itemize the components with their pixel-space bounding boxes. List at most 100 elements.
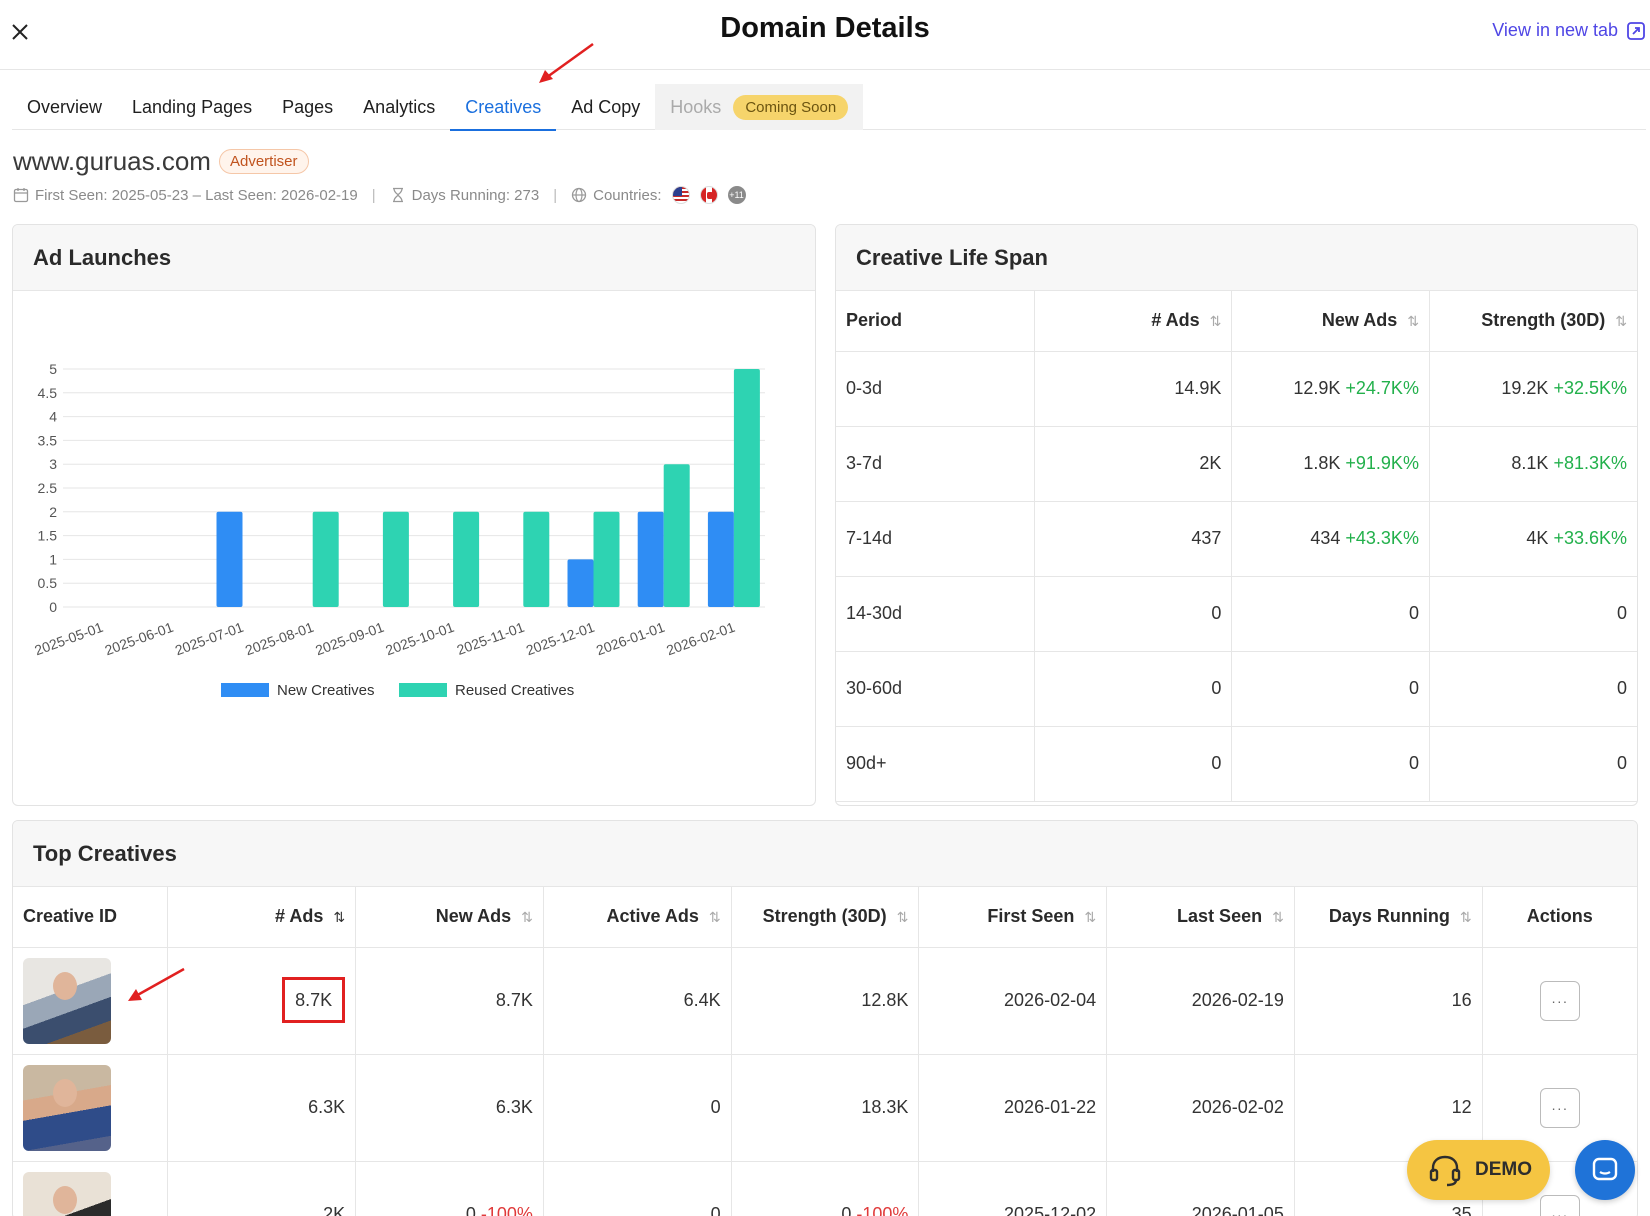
x-tick-label: 2025-10-01 bbox=[383, 619, 456, 659]
sort-icon[interactable]: ⇅ bbox=[521, 909, 533, 925]
creative-thumbnail[interactable] bbox=[23, 1171, 111, 1216]
table-row[interactable]: 6.3K 6.3K 0 18.3K 2026-01-22 2026-02-02 12 ··· bbox=[13, 1054, 1637, 1162]
ads-cell: 8.7K bbox=[167, 947, 357, 1055]
sort-icon[interactable]: ⇅ bbox=[1407, 313, 1419, 329]
more-actions-button[interactable]: ··· bbox=[1539, 980, 1580, 1021]
tab-creatives[interactable]: Creatives bbox=[450, 84, 557, 131]
table-row: 3-7d 2K 1.8K +91.9K% 8.1K +81.3K% bbox=[836, 426, 1637, 502]
sort-icon[interactable]: ⇅ bbox=[1272, 909, 1284, 925]
tab-analytics[interactable]: Analytics bbox=[363, 96, 436, 117]
sort-icon[interactable]: ⇅ bbox=[1209, 313, 1222, 329]
top-creatives-table: Creative ID # Ads ⇅ New Ads ⇅ Active Ads ⇅ … bbox=[13, 887, 1637, 1216]
period-cell: 14-30d bbox=[836, 576, 1035, 652]
new-ads-cell: 6.3K bbox=[355, 1054, 544, 1162]
more-countries-badge[interactable]: +11 bbox=[727, 186, 746, 204]
y-tick-label: 4.5 bbox=[38, 385, 58, 401]
legend-label: New Creatives bbox=[277, 682, 375, 699]
tab-pages[interactable]: Pages bbox=[282, 96, 334, 117]
bar-reused-creatives bbox=[523, 511, 550, 607]
sort-icon[interactable]: ⇅ bbox=[1084, 909, 1097, 925]
col-new-ads[interactable]: New Ads ⇅ bbox=[1231, 291, 1430, 352]
strength-cell: 0 bbox=[1429, 726, 1637, 802]
bar-reused-creatives bbox=[733, 369, 760, 607]
col-days-running[interactable]: Days Running ⇅ bbox=[1294, 887, 1483, 948]
creative-thumbnail[interactable] bbox=[23, 957, 111, 1044]
ad-launches-title: Ad Launches bbox=[13, 225, 815, 291]
col-strength[interactable]: Strength (30D) ⇅ bbox=[731, 887, 920, 948]
view-in-new-tab-label: View in new tab bbox=[1492, 20, 1618, 40]
ads-cell: 437 bbox=[1034, 501, 1233, 577]
hourglass-icon bbox=[392, 187, 403, 203]
more-actions-button[interactable]: ··· bbox=[1539, 1087, 1580, 1128]
new-ads-cell: 12.9K +24.7K% bbox=[1231, 351, 1430, 427]
sort-icon[interactable]: ⇅ bbox=[708, 909, 721, 925]
ads-cell: 2K bbox=[167, 1161, 357, 1216]
tab-hooks[interactable]: Hooks Coming Soon bbox=[655, 84, 864, 130]
active-ads-cell: 6.4K bbox=[543, 947, 732, 1055]
bar-new-creatives bbox=[637, 511, 664, 607]
chat-icon bbox=[1592, 1157, 1618, 1181]
coming-soon-badge: Coming Soon bbox=[733, 94, 849, 120]
strength-cell: 0 -100% bbox=[731, 1161, 920, 1216]
close-icon[interactable] bbox=[8, 16, 32, 48]
ads-cell: 0 bbox=[1034, 651, 1233, 727]
table-row: 30-60d 0 0 0 bbox=[836, 651, 1637, 727]
divider: | bbox=[371, 186, 376, 204]
demo-label: DEMO bbox=[1475, 1159, 1532, 1180]
active-ads-cell: 0 bbox=[543, 1161, 732, 1216]
tab-landing-pages[interactable]: Landing Pages bbox=[132, 96, 253, 117]
active-ads-cell: 0 bbox=[543, 1054, 732, 1162]
days-running-cell: 16 bbox=[1294, 947, 1483, 1055]
domain-name: www.guruas.com bbox=[13, 146, 211, 176]
col-first-seen[interactable]: First Seen ⇅ bbox=[918, 887, 1108, 948]
sort-icon[interactable]: ⇅ bbox=[896, 909, 909, 925]
delta-badge: +32.5K% bbox=[1553, 378, 1627, 398]
creative-thumbnail-cell[interactable] bbox=[13, 1054, 169, 1162]
advertiser-badge: Advertiser bbox=[218, 149, 309, 174]
first-seen-cell: 2026-01-22 bbox=[918, 1054, 1108, 1162]
last-seen-cell: 2026-02-02 bbox=[1106, 1054, 1295, 1162]
col-last-seen[interactable]: Last Seen ⇅ bbox=[1106, 887, 1295, 948]
tab-ad-copy[interactable]: Ad Copy bbox=[571, 96, 641, 117]
creative-thumbnail[interactable] bbox=[23, 1064, 111, 1151]
y-tick-label: 2.5 bbox=[38, 480, 58, 496]
countries-label: Countries: bbox=[593, 186, 662, 204]
strength-cell: 8.1K +81.3K% bbox=[1429, 426, 1637, 502]
external-link-icon bbox=[1627, 21, 1645, 40]
bar-new-creatives bbox=[216, 511, 243, 607]
sort-icon[interactable]: ⇅ bbox=[1459, 909, 1472, 925]
creative-thumbnail-cell[interactable] bbox=[13, 1161, 169, 1216]
ads-cell: 6.3K bbox=[167, 1054, 357, 1162]
demo-button[interactable]: DEMO bbox=[1407, 1140, 1550, 1200]
modal-header: Domain Details View in new tab bbox=[0, 0, 1650, 70]
more-actions-button[interactable]: ··· bbox=[1539, 1194, 1580, 1216]
period-cell: 3-7d bbox=[836, 426, 1035, 502]
new-ads-cell: 0 bbox=[1231, 651, 1430, 727]
ads-cell: 0 bbox=[1034, 576, 1233, 652]
period-cell: 90d+ bbox=[836, 726, 1035, 802]
creative-thumbnail-cell[interactable] bbox=[13, 947, 169, 1055]
top-creatives-title: Top Creatives bbox=[13, 821, 1637, 887]
sort-icon[interactable]: ⇅ bbox=[1615, 313, 1627, 329]
tab-hooks-label: Hooks bbox=[670, 96, 722, 117]
chat-button[interactable] bbox=[1575, 1140, 1635, 1200]
tab-overview[interactable]: Overview bbox=[27, 96, 103, 117]
canada-flag-icon[interactable] bbox=[699, 186, 718, 204]
new-ads-cell: 0 bbox=[1231, 576, 1430, 652]
col-strength[interactable]: Strength (30D) ⇅ bbox=[1429, 291, 1637, 352]
col-active-ads[interactable]: Active Ads ⇅ bbox=[543, 887, 732, 948]
col-new-ads[interactable]: New Ads ⇅ bbox=[355, 887, 544, 948]
col-ads[interactable]: # Ads ⇅ bbox=[167, 887, 357, 948]
table-row[interactable]: 2K 0 -100% 0 0 -100% 2025-12-02 2026-01-05 35 ·… bbox=[13, 1161, 1637, 1216]
strength-cell: 19.2K +32.5K% bbox=[1429, 351, 1637, 427]
view-in-new-tab-link[interactable]: View in new tab bbox=[1492, 20, 1646, 41]
us-flag-icon[interactable] bbox=[671, 186, 690, 204]
x-tick-label: 2025-07-01 bbox=[173, 619, 246, 659]
sort-icon[interactable]: ⇅ bbox=[333, 909, 346, 925]
table-row: 0-3d 14.9K 12.9K +24.7K% 19.2K +32.5K% bbox=[836, 351, 1637, 427]
x-tick-label: 2025-09-01 bbox=[313, 619, 386, 659]
col-ads[interactable]: # Ads ⇅ bbox=[1034, 291, 1233, 352]
table-row[interactable]: 8.7K 8.7K 6.4K 12.8K 2026-02-04 2026-02-19 16 ·… bbox=[13, 947, 1637, 1055]
legend-swatch bbox=[221, 683, 269, 697]
x-tick-label: 2025-12-01 bbox=[524, 619, 597, 659]
